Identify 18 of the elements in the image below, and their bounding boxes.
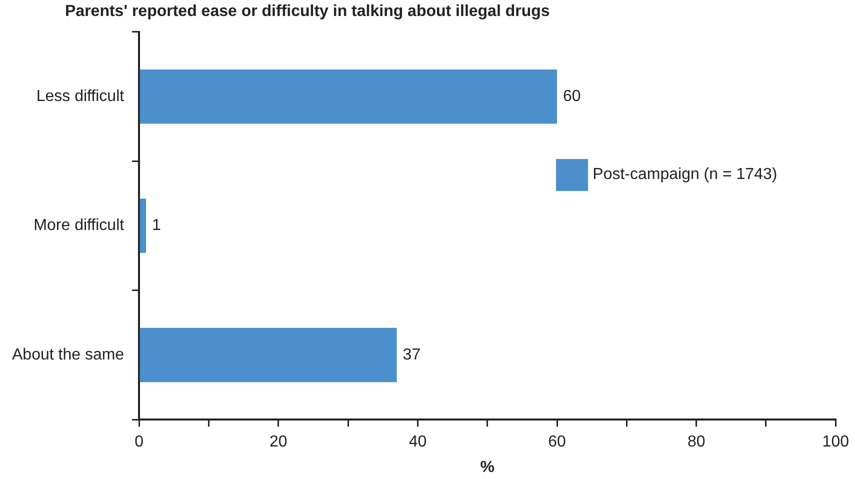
x-tick-label: 100 — [822, 434, 850, 451]
bar — [140, 198, 146, 253]
x-tick-label: 60 — [548, 434, 566, 451]
bar — [140, 69, 558, 124]
y-tick-label: Less difficult — [36, 88, 125, 106]
data-label: 1 — [152, 217, 162, 234]
data-label: 37 — [402, 346, 421, 364]
bar — [140, 328, 397, 382]
x-tick-label: 80 — [687, 434, 706, 451]
x-axis-title: % — [480, 458, 494, 476]
legend-label: Post-campaign (n = 1743) — [592, 166, 778, 184]
x-tick-label: 40 — [408, 434, 427, 451]
data-label: 60 — [563, 88, 581, 106]
x-tick-label: 20 — [269, 434, 288, 451]
chart-title: Parents' reported ease or difficulty in talking about illegal drugs — [65, 3, 550, 21]
y-tick-label: More difficult — [34, 217, 125, 234]
x-tick-label: 0 — [134, 434, 144, 451]
y-tick-label: About the same — [12, 346, 124, 364]
